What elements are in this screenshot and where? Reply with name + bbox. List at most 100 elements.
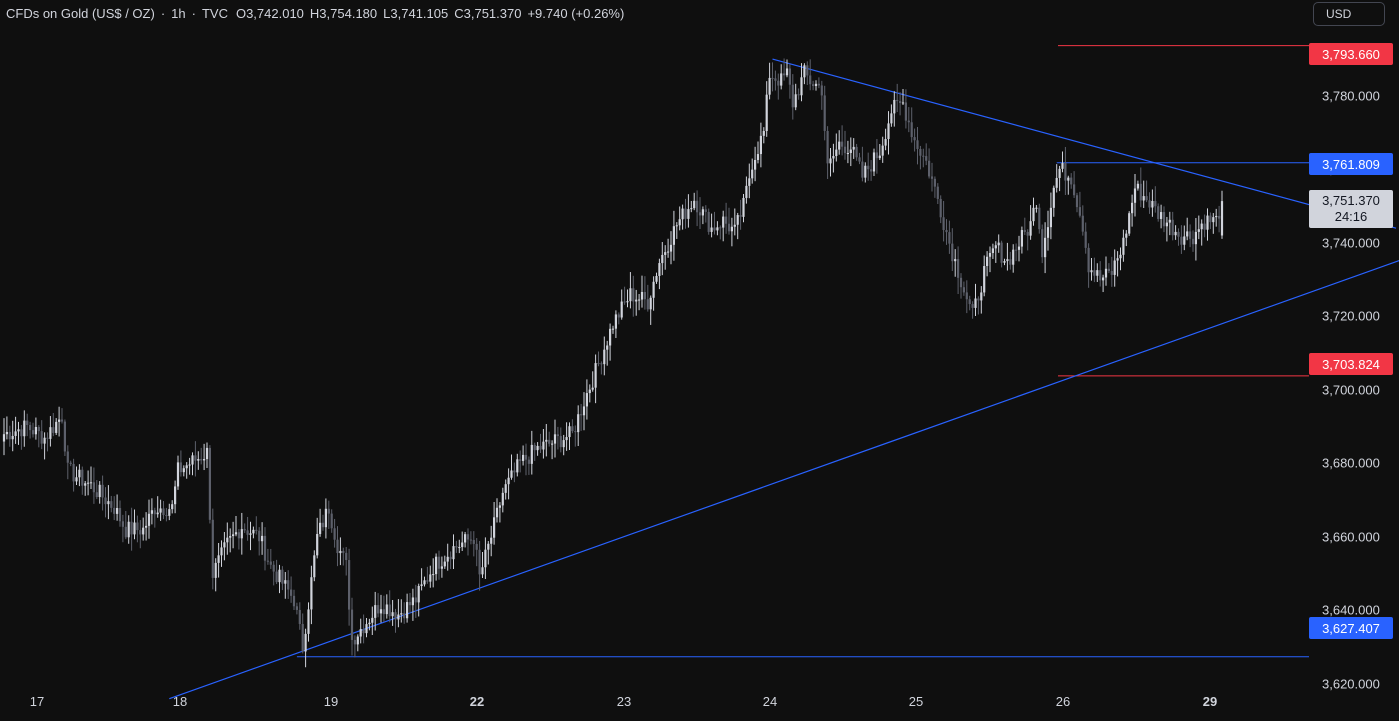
candle — [562, 434, 565, 456]
candle — [890, 104, 893, 127]
candle — [739, 199, 742, 230]
candle — [1102, 274, 1105, 293]
candle — [948, 220, 951, 254]
candle-body — [1035, 207, 1038, 209]
candle-body — [507, 477, 510, 485]
candle — [756, 141, 760, 164]
candle — [449, 551, 452, 570]
candle — [403, 602, 406, 624]
candle — [365, 617, 368, 638]
candle-body — [1191, 238, 1195, 245]
candle-body — [751, 169, 754, 179]
candle — [893, 91, 896, 127]
candle-body — [545, 439, 548, 442]
candle-body — [524, 454, 528, 460]
candle-body — [991, 248, 994, 254]
candle — [174, 480, 177, 514]
candle-body — [382, 609, 385, 615]
candle-body — [446, 556, 449, 562]
candle — [696, 190, 699, 227]
candle — [1186, 217, 1189, 241]
candle-body — [1049, 207, 1052, 228]
candle-body — [464, 534, 467, 543]
candle — [551, 440, 554, 460]
candle-body — [591, 387, 594, 390]
candle-body — [84, 483, 87, 486]
candle-body — [368, 622, 371, 625]
candle — [461, 531, 464, 551]
candle — [75, 466, 78, 486]
candle-body — [646, 299, 649, 310]
candle-body — [527, 459, 530, 464]
candle-body — [11, 435, 14, 440]
candle — [159, 499, 162, 521]
candle-body — [548, 439, 551, 444]
candle-body — [580, 414, 583, 416]
candle-body — [379, 609, 383, 614]
candle — [597, 351, 600, 367]
candle-body — [640, 291, 644, 300]
candle-body — [791, 84, 794, 108]
candle — [954, 249, 957, 277]
candle — [278, 564, 281, 594]
candle-body — [1073, 184, 1076, 196]
candle — [400, 599, 403, 623]
candle — [455, 540, 458, 553]
candle-body — [884, 139, 887, 146]
x-tick-label: 22 — [469, 694, 485, 709]
candle-body — [1099, 270, 1102, 281]
candle-body — [745, 185, 748, 198]
candle-body — [759, 135, 762, 155]
candle — [527, 456, 530, 475]
candle-body — [391, 612, 394, 617]
candle-body — [803, 65, 806, 78]
candle-body — [1197, 229, 1200, 232]
candle — [945, 219, 948, 245]
candle-body — [710, 227, 713, 232]
symbol-name[interactable]: CFDs on Gold (US$ / OZ) — [6, 6, 155, 21]
candle-body — [684, 208, 687, 219]
candle — [188, 457, 191, 475]
candle — [261, 522, 264, 555]
candle — [919, 145, 922, 170]
candle-body — [377, 605, 380, 614]
candle — [290, 576, 293, 603]
candle-body — [113, 507, 116, 514]
candle — [1180, 225, 1183, 254]
candle-body — [1131, 202, 1134, 214]
candle-body — [1180, 236, 1183, 245]
interval[interactable]: 1h — [171, 6, 186, 21]
candle-body — [449, 556, 452, 560]
candle — [423, 576, 426, 587]
candle — [983, 255, 986, 297]
currency-button[interactable]: USD — [1313, 2, 1385, 26]
candle-body — [104, 497, 107, 505]
candle-body — [516, 459, 519, 473]
candle — [864, 162, 867, 183]
candle-body — [1215, 215, 1218, 218]
candle — [1131, 194, 1134, 227]
candle — [829, 147, 832, 177]
candle-body — [374, 605, 377, 618]
candle — [1157, 203, 1160, 222]
candle — [530, 430, 533, 475]
bar-countdown: 24:16 — [1334, 209, 1368, 224]
candle — [788, 64, 791, 99]
candle — [301, 613, 304, 654]
candle-body — [469, 539, 472, 541]
candle — [684, 198, 687, 229]
candle — [861, 146, 864, 182]
candle-body — [559, 436, 562, 448]
candle-body — [1218, 215, 1221, 219]
candle — [84, 481, 87, 496]
candle — [916, 127, 919, 165]
candle — [417, 583, 420, 617]
candle — [147, 499, 151, 539]
candle — [229, 528, 232, 553]
candle-body — [632, 288, 635, 302]
candle — [1012, 244, 1015, 273]
candle-body — [971, 304, 974, 308]
candle — [43, 432, 46, 460]
candle-body — [339, 550, 342, 554]
